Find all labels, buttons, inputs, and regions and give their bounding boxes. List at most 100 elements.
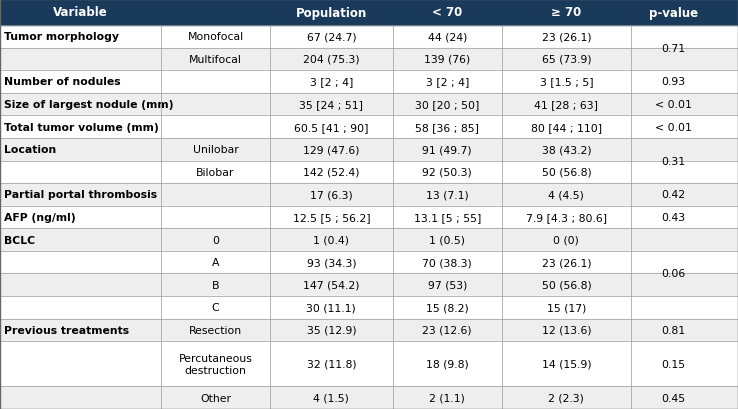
Text: 0.71: 0.71 bbox=[661, 43, 686, 54]
Text: 3 [2 ; 4]: 3 [2 ; 4] bbox=[426, 77, 469, 87]
Text: 129 (47.6): 129 (47.6) bbox=[303, 145, 359, 155]
Text: 3 [1.5 ; 5]: 3 [1.5 ; 5] bbox=[539, 77, 593, 87]
Text: 32 (11.8): 32 (11.8) bbox=[306, 359, 356, 369]
Text: 7.9 [4.3 ; 80.6]: 7.9 [4.3 ; 80.6] bbox=[526, 213, 607, 222]
Bar bbox=[0, 0, 738, 26]
Text: 1 (0.4): 1 (0.4) bbox=[314, 235, 349, 245]
Bar bbox=[0, 206, 738, 229]
Bar bbox=[0, 139, 738, 161]
Text: Variable: Variable bbox=[53, 7, 108, 20]
Text: 70 (38.3): 70 (38.3) bbox=[422, 258, 472, 267]
Text: Multifocal: Multifocal bbox=[189, 55, 242, 65]
Text: A: A bbox=[212, 258, 219, 267]
Text: 92 (50.3): 92 (50.3) bbox=[422, 167, 472, 178]
Text: 67 (24.7): 67 (24.7) bbox=[306, 32, 356, 42]
Text: Other: Other bbox=[200, 393, 231, 403]
Text: 23 (26.1): 23 (26.1) bbox=[542, 258, 591, 267]
Bar bbox=[0, 94, 738, 116]
Bar bbox=[0, 387, 738, 409]
Text: 93 (34.3): 93 (34.3) bbox=[306, 258, 356, 267]
Text: 80 [44 ; 110]: 80 [44 ; 110] bbox=[531, 122, 602, 133]
Text: 4 (1.5): 4 (1.5) bbox=[314, 393, 349, 403]
Bar bbox=[0, 251, 738, 274]
Text: 35 [24 ; 51]: 35 [24 ; 51] bbox=[300, 100, 363, 110]
Text: ≥ 70: ≥ 70 bbox=[551, 7, 582, 20]
Text: 4 (4.5): 4 (4.5) bbox=[548, 190, 584, 200]
Text: 1 (0.5): 1 (0.5) bbox=[430, 235, 465, 245]
Text: 38 (43.2): 38 (43.2) bbox=[542, 145, 591, 155]
Bar bbox=[0, 71, 738, 94]
Text: Unilobar: Unilobar bbox=[193, 145, 238, 155]
Text: 97 (53): 97 (53) bbox=[427, 280, 467, 290]
Text: Tumor morphology: Tumor morphology bbox=[4, 32, 120, 42]
Text: B: B bbox=[212, 280, 219, 290]
Text: 3 [2 ; 4]: 3 [2 ; 4] bbox=[310, 77, 353, 87]
Text: 30 (11.1): 30 (11.1) bbox=[306, 303, 356, 312]
Text: < 70: < 70 bbox=[432, 7, 462, 20]
Text: Location: Location bbox=[4, 145, 57, 155]
Text: 65 (73.9): 65 (73.9) bbox=[542, 55, 591, 65]
Text: 35 (12.9): 35 (12.9) bbox=[306, 325, 356, 335]
Text: 18 (9.8): 18 (9.8) bbox=[426, 359, 469, 369]
Text: < 0.01: < 0.01 bbox=[655, 100, 692, 110]
Text: 0: 0 bbox=[212, 235, 219, 245]
Text: Number of nodules: Number of nodules bbox=[4, 77, 121, 87]
Text: C: C bbox=[212, 303, 219, 312]
Text: 0.43: 0.43 bbox=[661, 213, 686, 222]
Text: Percutaneous
destruction: Percutaneous destruction bbox=[179, 353, 252, 375]
Text: 14 (15.9): 14 (15.9) bbox=[542, 359, 591, 369]
Text: 0.15: 0.15 bbox=[661, 359, 686, 369]
Text: p-value: p-value bbox=[649, 7, 698, 20]
Text: 2 (2.3): 2 (2.3) bbox=[548, 393, 584, 403]
Text: 30 [20 ; 50]: 30 [20 ; 50] bbox=[415, 100, 480, 110]
Text: 0.81: 0.81 bbox=[661, 325, 686, 335]
Bar bbox=[0, 229, 738, 251]
Text: BCLC: BCLC bbox=[4, 235, 35, 245]
Bar bbox=[0, 297, 738, 319]
Text: 23 (26.1): 23 (26.1) bbox=[542, 32, 591, 42]
Text: Monofocal: Monofocal bbox=[187, 32, 244, 42]
Bar bbox=[0, 161, 738, 184]
Text: 91 (49.7): 91 (49.7) bbox=[422, 145, 472, 155]
Bar bbox=[0, 49, 738, 71]
Text: 12.5 [5 ; 56.2]: 12.5 [5 ; 56.2] bbox=[292, 213, 370, 222]
Text: 0 (0): 0 (0) bbox=[554, 235, 579, 245]
Text: Partial portal thrombosis: Partial portal thrombosis bbox=[4, 190, 157, 200]
Bar bbox=[0, 319, 738, 342]
Text: Population: Population bbox=[296, 7, 367, 20]
Text: Size of largest nodule (mm): Size of largest nodule (mm) bbox=[4, 100, 174, 110]
Text: 50 (56.8): 50 (56.8) bbox=[542, 167, 591, 178]
Text: 41 [28 ; 63]: 41 [28 ; 63] bbox=[534, 100, 599, 110]
Text: 44 (24): 44 (24) bbox=[427, 32, 467, 42]
Text: 58 [36 ; 85]: 58 [36 ; 85] bbox=[415, 122, 479, 133]
Text: 15 (8.2): 15 (8.2) bbox=[426, 303, 469, 312]
Bar bbox=[0, 342, 738, 387]
Text: Resection: Resection bbox=[189, 325, 242, 335]
Text: < 0.01: < 0.01 bbox=[655, 122, 692, 133]
Text: 204 (75.3): 204 (75.3) bbox=[303, 55, 359, 65]
Text: Previous treatments: Previous treatments bbox=[4, 325, 130, 335]
Bar bbox=[0, 116, 738, 139]
Text: 0.31: 0.31 bbox=[661, 156, 686, 166]
Text: 0.42: 0.42 bbox=[661, 190, 686, 200]
Text: 23 (12.6): 23 (12.6) bbox=[422, 325, 472, 335]
Text: 50 (56.8): 50 (56.8) bbox=[542, 280, 591, 290]
Text: 60.5 [41 ; 90]: 60.5 [41 ; 90] bbox=[294, 122, 368, 133]
Text: Bilobar: Bilobar bbox=[196, 167, 235, 178]
Bar bbox=[0, 26, 738, 49]
Text: 139 (76): 139 (76) bbox=[424, 55, 470, 65]
Text: 0.06: 0.06 bbox=[661, 269, 686, 279]
Text: 13 (7.1): 13 (7.1) bbox=[426, 190, 469, 200]
Text: 0.93: 0.93 bbox=[661, 77, 686, 87]
Text: 142 (52.4): 142 (52.4) bbox=[303, 167, 359, 178]
Text: Total tumor volume (mm): Total tumor volume (mm) bbox=[4, 122, 159, 133]
Text: 12 (13.6): 12 (13.6) bbox=[542, 325, 591, 335]
Text: 147 (54.2): 147 (54.2) bbox=[303, 280, 359, 290]
Text: 0.45: 0.45 bbox=[661, 393, 686, 403]
Text: 2 (1.1): 2 (1.1) bbox=[430, 393, 465, 403]
Text: 13.1 [5 ; 55]: 13.1 [5 ; 55] bbox=[413, 213, 481, 222]
Text: AFP (ng/ml): AFP (ng/ml) bbox=[4, 213, 76, 222]
Text: 17 (6.3): 17 (6.3) bbox=[310, 190, 353, 200]
Text: 15 (17): 15 (17) bbox=[547, 303, 586, 312]
Bar bbox=[0, 274, 738, 297]
